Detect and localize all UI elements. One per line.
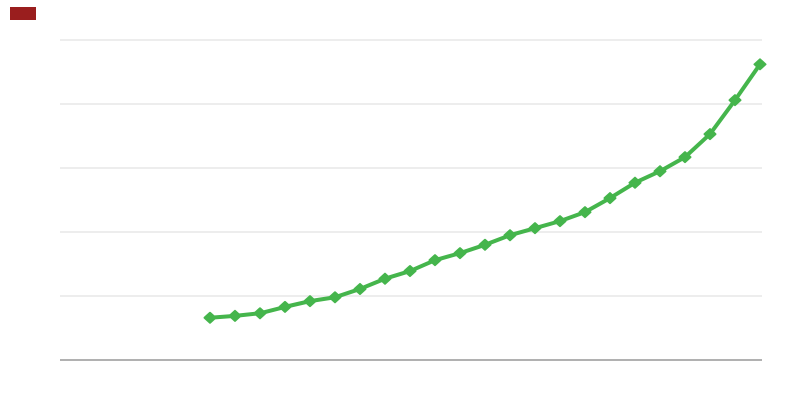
- data-point-marker: [203, 311, 217, 324]
- data-point-marker: [728, 94, 742, 107]
- data-point-marker: [278, 300, 292, 313]
- data-point-marker: [253, 307, 267, 320]
- data-point-marker: [703, 128, 717, 141]
- data-point-marker: [378, 272, 392, 285]
- data-point-marker: [603, 192, 617, 205]
- data-point-marker: [303, 295, 317, 308]
- data-point-marker: [578, 206, 592, 219]
- data-point-marker: [503, 229, 517, 242]
- data-point-marker: [628, 176, 642, 189]
- data-point-marker: [528, 222, 542, 235]
- data-point-marker: [428, 254, 442, 267]
- series-line: [208, 62, 762, 320]
- data-point-marker: [678, 151, 692, 164]
- red-rectangle-artifact: [10, 7, 36, 20]
- data-point-marker: [653, 165, 667, 178]
- data-point-marker: [353, 282, 367, 295]
- data-point-marker: [228, 309, 242, 322]
- data-point-marker: [753, 58, 767, 71]
- data-point-marker: [328, 291, 342, 304]
- data-point-marker: [403, 265, 417, 278]
- data-point-marker: [478, 238, 492, 251]
- data-point-marker: [453, 247, 467, 260]
- data-point-marker: [553, 215, 567, 228]
